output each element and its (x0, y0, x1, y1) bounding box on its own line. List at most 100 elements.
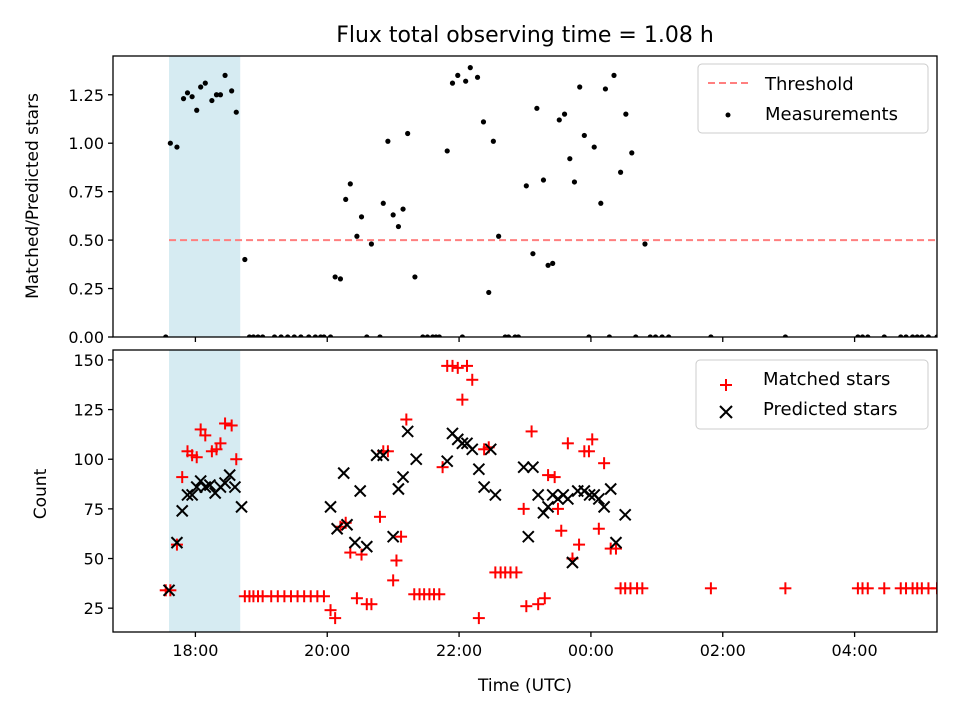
matched-star-point (525, 425, 538, 438)
predicted-star-point (456, 437, 469, 450)
legend-predicted-label: Predicted stars (763, 399, 897, 420)
measurement-point (184, 90, 191, 96)
matched-star-point (199, 429, 212, 442)
predicted-star-stroke (561, 492, 575, 506)
measurement-point (189, 94, 195, 100)
predicted-star-stroke (162, 584, 176, 597)
predicted-star-stroke (489, 488, 502, 502)
matched-star-point (225, 419, 238, 432)
predicted-star-stroke (340, 518, 354, 531)
matched-star-point (517, 502, 530, 515)
matched-star-point (176, 471, 189, 484)
predicted-star-point (235, 500, 248, 514)
predicted-star-stroke (517, 460, 530, 474)
matched-star-point (446, 359, 459, 372)
matched-star-point (931, 582, 937, 595)
bottom-y-tick-label: 125 (73, 401, 104, 420)
predicted-star-point (401, 425, 414, 438)
measurement-point (642, 241, 648, 247)
predicted-star-point (377, 449, 390, 462)
matched-star-point (190, 451, 203, 464)
predicted-star-point (330, 522, 344, 535)
matched-star-point (390, 554, 403, 567)
matched-star-point (387, 574, 400, 587)
predicted-star-point (185, 488, 199, 502)
legend-threshold-label: Threshold (764, 74, 854, 95)
predicted-star-stroke (396, 470, 410, 484)
measurement-point (486, 289, 492, 296)
predicted-star-stroke (203, 478, 217, 492)
predicted-star-stroke (597, 500, 611, 514)
measurement-point (611, 72, 617, 78)
measurement-point (202, 80, 208, 86)
x-tick-label: 04:00 (832, 641, 878, 660)
top-y-tick-label: 0.25 (68, 280, 104, 299)
matched-star-point (561, 437, 574, 450)
predicted-star-stroke (218, 476, 232, 490)
measurement-point (496, 233, 502, 239)
predicted-star-stroke (223, 468, 236, 482)
legend-matched-swatch (720, 379, 732, 391)
measurement-point (229, 88, 235, 94)
bottom-y-axis-label: Count (31, 468, 51, 519)
matched-star-point (704, 582, 717, 595)
predicted-star-stroke (618, 508, 632, 522)
matched-star-point (214, 437, 227, 450)
measurement-point (490, 138, 496, 144)
bottom-plot-frame (112, 349, 938, 633)
measurement-point (209, 97, 215, 104)
bottom-shaded-region (169, 350, 241, 632)
measurement-point (167, 140, 173, 146)
top-y-axis-label: Matched/Predicted stars (23, 93, 43, 299)
predicted-star-point (466, 443, 479, 456)
top-shaded-region (169, 56, 241, 337)
x-tick-label: 20:00 (304, 641, 350, 660)
predicted-star-stroke (360, 540, 373, 553)
matched-star-point (573, 538, 586, 551)
top-y-tick-label: 1.25 (68, 86, 104, 105)
measurement-point (347, 181, 353, 187)
predicted-star-point (618, 508, 632, 522)
measurement-point (198, 84, 204, 90)
measurement-point (623, 111, 629, 117)
bottom-y-tick-label: 50 (84, 550, 104, 569)
matched-star-point (317, 590, 330, 603)
matched-star-point (555, 524, 568, 537)
measurement-point (550, 260, 556, 266)
matched-star-point (395, 530, 408, 543)
measurement-point (523, 183, 529, 189)
measurement-point (390, 212, 396, 218)
measurement-point (617, 169, 624, 175)
predicted-star-stroke (401, 425, 414, 438)
matched-star-point (170, 538, 183, 551)
matched-star-point (598, 457, 611, 470)
matched-star-point (779, 582, 792, 595)
measurement-point (480, 119, 487, 125)
matched-star-point (532, 598, 545, 611)
matched-star-point (548, 471, 561, 484)
measurement-point (467, 65, 473, 71)
measurement-point (337, 276, 344, 282)
predicted-star-stroke (235, 500, 248, 514)
x-tick-label: 22:00 (436, 641, 482, 660)
predicted-star-point (522, 530, 535, 543)
x-tick-label: 02:00 (700, 641, 746, 660)
predicted-star-point (472, 462, 486, 476)
measurement-point (174, 144, 180, 150)
measurement-point (449, 80, 456, 86)
predicted-star-stroke (460, 437, 474, 450)
top-y-tick-label: 0.00 (68, 328, 104, 347)
predicted-star-stroke (604, 482, 617, 496)
measurement-point (581, 132, 587, 139)
predicted-star-stroke (176, 504, 189, 518)
predicted-star-point (561, 492, 575, 506)
predicted-star-point (609, 536, 623, 549)
matched-star-point (636, 582, 649, 595)
matched-star-point (878, 582, 891, 595)
measurement-point (194, 107, 200, 113)
measurement-point (591, 144, 597, 150)
matched-star-point (861, 582, 874, 595)
measurement-point (233, 109, 239, 115)
measurement-point (405, 130, 411, 137)
